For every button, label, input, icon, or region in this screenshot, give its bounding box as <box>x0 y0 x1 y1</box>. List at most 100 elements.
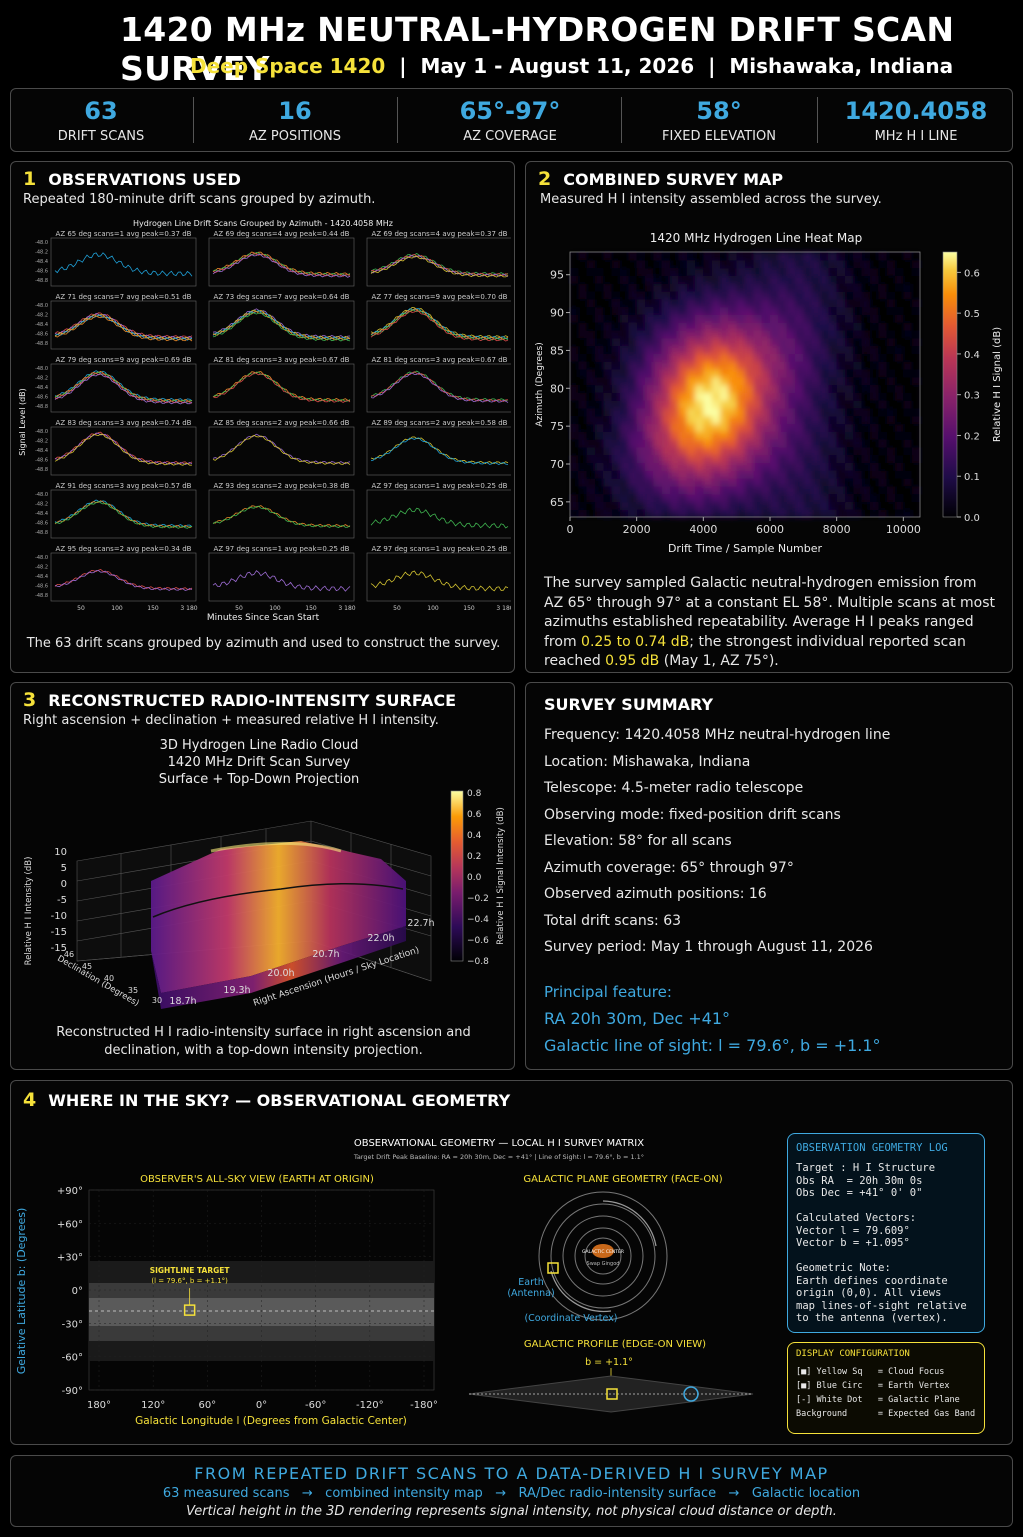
heatmap-cell <box>645 400 654 409</box>
ytick-label: +60° <box>57 1219 83 1230</box>
heatmap-cell <box>728 407 738 417</box>
heatmap-cell <box>578 337 588 347</box>
heatmap-cell <box>636 400 646 409</box>
heatmap-cell <box>845 361 854 370</box>
heatmap-cell <box>836 478 846 487</box>
heatmap-cell <box>911 329 921 339</box>
heatmap-cell <box>786 337 796 347</box>
heatmap-cell <box>628 470 638 479</box>
heatmap-cell <box>636 329 646 339</box>
heatmap-cell <box>645 478 654 487</box>
heatmap-cell <box>795 267 804 276</box>
subplot-frame <box>50 552 197 602</box>
heatmap-cell <box>670 439 679 448</box>
ytick-label: 80 <box>550 382 564 395</box>
heatmap-cell <box>578 267 588 276</box>
heatmap-cell <box>845 259 854 269</box>
panel-title: COMBINED SURVEY MAP <box>563 170 784 189</box>
heatmap-cell <box>903 493 913 503</box>
heatmap-cell <box>911 322 921 331</box>
scan-line <box>212 505 351 528</box>
heatmap-cell <box>670 415 679 425</box>
heatmap-cell <box>803 314 813 323</box>
heatmap-cell <box>778 298 788 308</box>
surface-front <box>151 926 406 1009</box>
heatmap-cell <box>761 431 771 440</box>
heatmap-cell <box>745 322 754 331</box>
heatmap-cell <box>636 509 646 518</box>
heatmap-cell <box>870 290 879 300</box>
heatmap-cell <box>761 306 771 315</box>
heatmap-cell <box>870 283 879 292</box>
heatmap-cell <box>703 485 713 495</box>
heatmap-cell <box>645 493 654 503</box>
heatmap-cell <box>836 314 846 323</box>
heatmap-cell <box>620 392 629 401</box>
heatmap-cell <box>620 267 629 276</box>
heatmap-cell <box>903 298 913 308</box>
heatmap-cell <box>653 446 663 456</box>
heatmap-cell <box>820 400 829 409</box>
edgeon-title: GALACTIC PROFILE (EDGE-ON VIEW) <box>524 1339 706 1350</box>
heatmap-cell <box>878 368 888 378</box>
heatmap-cell <box>870 259 879 269</box>
heatmap-cell <box>603 431 613 440</box>
heatmap-cell <box>670 384 679 393</box>
heatmap-cell <box>645 501 654 510</box>
heatmap-cell <box>686 376 696 386</box>
heatmap-cell <box>695 275 704 284</box>
scan-line <box>54 570 193 591</box>
heatmap-cell <box>686 283 696 292</box>
heatmap-cell <box>745 501 754 510</box>
heatmap-cell <box>886 306 896 315</box>
ytick-label: 0° <box>72 1286 83 1297</box>
heatmap-cell <box>670 485 679 495</box>
heatmap-cell <box>828 439 838 448</box>
heatmap-cell <box>736 493 746 503</box>
heatmap-cell <box>745 345 754 354</box>
heatmap-cell <box>903 509 913 518</box>
heatmap-cell <box>745 329 754 339</box>
heatmap-cell <box>895 493 904 503</box>
heatmap-cell <box>745 392 754 401</box>
heatmap-cell <box>661 376 671 386</box>
scan-line <box>54 500 193 529</box>
heatmap-cell <box>753 501 763 510</box>
heatmap-cell <box>803 290 813 300</box>
heatmap-cell <box>720 361 729 370</box>
heatmap-cell <box>586 400 596 409</box>
heatmap-cell <box>786 283 796 292</box>
ytick-label: 46 <box>64 950 74 959</box>
heatmap-cell <box>761 376 771 386</box>
galactic-center-label: GALACTIC CENTER <box>582 1249 624 1255</box>
ytick-label: -48.8 <box>35 593 48 599</box>
heatmap-cell <box>636 298 646 308</box>
heatmap-cell <box>836 509 846 518</box>
heatmap-cell <box>745 275 754 284</box>
heatmap-cell <box>728 493 738 503</box>
heatmap-cell <box>903 415 913 425</box>
heatmap-cell <box>628 400 638 409</box>
heatmap-cell <box>811 368 821 378</box>
heatmap-cell <box>570 384 579 393</box>
heatmap-cell <box>628 454 638 464</box>
heatmap-cell <box>886 298 896 308</box>
heatmap-cell <box>895 415 904 425</box>
heatmap-cell <box>645 407 654 417</box>
heatmap-cell <box>820 462 829 471</box>
heatmap-cell <box>595 259 604 269</box>
heatmap-cell <box>661 509 671 518</box>
heatmap-cell <box>736 384 746 393</box>
heatmap-cell <box>778 431 788 440</box>
heatmap-cell <box>686 353 696 362</box>
heatmap-cell <box>836 353 846 362</box>
heatmap-cell <box>770 400 779 409</box>
heatmap-cell <box>628 423 638 432</box>
heatmap-cell <box>895 368 904 378</box>
heatmap-cell <box>703 509 713 518</box>
heatmap-cell <box>686 485 696 495</box>
heatmap-cell <box>678 439 688 448</box>
heatmap-cell <box>828 298 838 308</box>
ytick-label: -48.6 <box>35 521 48 527</box>
heatmap-cell <box>728 423 738 432</box>
